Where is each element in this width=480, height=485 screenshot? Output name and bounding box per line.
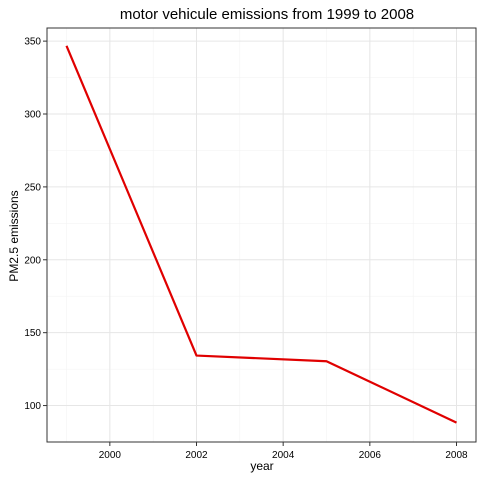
y-tick-label: 350 — [24, 37, 41, 48]
axis-ticks: 2000 2002 2004 2006 2008 100 150 200 250 300 350 — [24, 37, 468, 461]
x-tick-label: 2004 — [272, 450, 295, 461]
y-tick-label: 300 — [24, 110, 41, 121]
plot-series — [65, 45, 457, 424]
y-axis-title: PM2.5 emissions — [7, 190, 21, 281]
x-tick-label: 2002 — [185, 450, 208, 461]
x-axis-title: year — [250, 459, 273, 473]
series-line — [65, 45, 457, 424]
plot-panel-border — [46, 27, 477, 443]
gridlines — [47, 28, 476, 442]
x-tick-label: 2008 — [445, 450, 468, 461]
chart-title: motor vehicule emissions from 1999 to 20… — [120, 6, 414, 23]
y-tick-label: 200 — [24, 255, 41, 266]
y-tick-label: 150 — [24, 328, 41, 339]
y-tick-label: 250 — [24, 182, 41, 193]
x-tick-label: 2000 — [99, 450, 122, 461]
y-tick-label: 100 — [24, 401, 41, 412]
x-tick-label: 2006 — [359, 450, 382, 461]
